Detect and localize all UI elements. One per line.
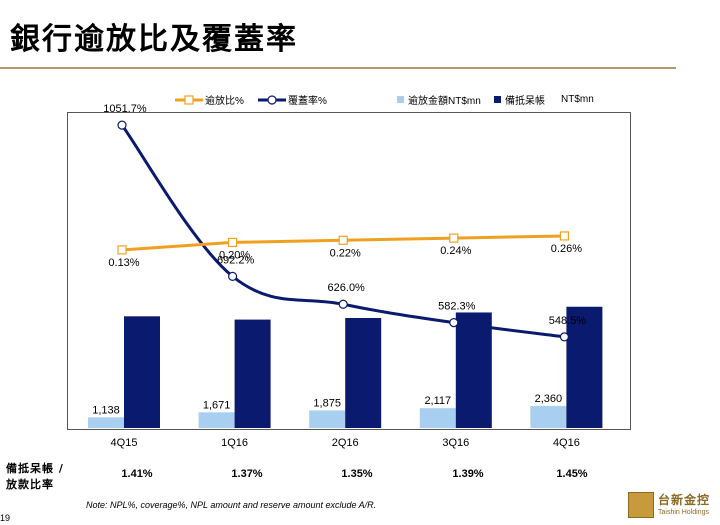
legend-coverage-marker (258, 94, 286, 105)
legend-reserve-swatch (494, 96, 501, 103)
logo-name: 台新金控 (658, 493, 711, 507)
point-coverage-3Q16 (449, 318, 459, 328)
bar-reserve-1Q16 (234, 319, 271, 428)
ratio-value-4q15: 1.41% (121, 468, 153, 480)
data-label-coverage-4Q15: 1051.7% (103, 103, 147, 115)
logo-mark-icon (628, 492, 654, 518)
data-label-npl-ratio-4Q16: 0.26% (551, 243, 582, 255)
data-label-npl-ratio-2Q16: 0.22% (330, 247, 361, 259)
point-npl-ratio-4Q15 (117, 245, 127, 255)
legend-coverage-label: 覆蓋率% (288, 96, 327, 107)
point-npl-ratio-1Q16 (228, 237, 238, 247)
footnote: Note: NPL%, coverage%, NPL amount and re… (86, 500, 377, 510)
x-tick-label-4Q15: 4Q15 (111, 437, 138, 449)
legend-reserve-unit: NT$mn (561, 94, 594, 105)
point-npl-ratio-2Q16 (338, 235, 348, 245)
legend-npl-amount: 逾放金額NT$mn (397, 92, 481, 107)
point-coverage-4Q16 (559, 332, 570, 342)
bar-npl-amount-1Q16 (198, 412, 235, 428)
legend-reserve: 備抵呆帳 NT$mn (494, 92, 594, 107)
ratio-value-1q16: 1.37% (231, 468, 263, 480)
x-tick-label-2Q16: 2Q16 (332, 437, 359, 449)
bar-npl-amount-4Q16 (530, 405, 567, 428)
legend-npl-amount-swatch (397, 96, 404, 103)
x-tick-label-1Q16: 1Q16 (221, 437, 248, 449)
bar-label-npl-amount-4Q16: 2,360 (535, 393, 563, 405)
plot-area (67, 112, 631, 430)
ratio-value-2q16: 1.35% (341, 468, 373, 480)
point-coverage-2Q16 (338, 299, 348, 309)
bar-label-npl-amount-2Q16: 1,875 (313, 397, 341, 409)
data-label-coverage-3Q16: 582.3% (438, 301, 476, 313)
legend-npl-ratio-label: 逾放比% (205, 96, 244, 107)
bar-label-npl-amount-1Q16: 1,671 (203, 399, 231, 411)
data-label-npl-ratio-1Q16: 0.20% (219, 249, 250, 261)
bar-npl-amount-4Q15 (88, 417, 124, 428)
legend-npl-ratio: 逾放比% (175, 92, 244, 107)
ratio-row-label-line2: 放款比率 (6, 478, 54, 491)
line-coverage (120, 124, 565, 339)
legend-npl-amount-label: 逾放金額NT$mn (408, 96, 481, 107)
ratio-value-3q16: 1.39% (452, 468, 484, 480)
ratio-row-label-line1: 備抵呆帳 / (6, 462, 64, 475)
data-label-coverage-4Q16: 548.5% (549, 315, 587, 327)
page-number: 19 (0, 513, 11, 523)
page-title: 銀行逾放比及覆蓋率 (10, 22, 298, 57)
logo-subtitle: Taishin Holdings (658, 509, 709, 516)
data-label-npl-ratio-3Q16: 0.24% (440, 245, 471, 257)
bar-reserve-4Q15 (124, 316, 160, 428)
data-label-coverage-2Q16: 626.0% (328, 282, 366, 294)
point-npl-ratio-3Q16 (449, 233, 459, 243)
company-logo: 台新金控 Taishin Holdings (628, 490, 716, 522)
data-label-coverage-1Q16: 692.2% (217, 254, 255, 266)
bar-label-npl-amount-3Q16: 2,117 (424, 395, 451, 407)
ratio-value-4q16: 1.45% (556, 468, 588, 480)
legend-coverage: 覆蓋率% (258, 92, 327, 107)
point-coverage-1Q16 (228, 271, 238, 281)
bar-label-npl-amount-4Q15: 1,138 (92, 404, 120, 416)
data-label-npl-ratio-4Q15: 0.13% (108, 257, 139, 269)
point-npl-ratio-4Q16 (559, 231, 570, 241)
bar-reserve-4Q16 (566, 306, 603, 428)
bar-reserve-3Q16 (455, 312, 492, 428)
legend-reserve-label: 備抵呆帳 (505, 96, 545, 107)
bar-reserve-2Q16 (345, 317, 382, 428)
title-rule (0, 67, 676, 69)
point-coverage-4Q15 (117, 120, 127, 130)
bar-npl-amount-2Q16 (309, 410, 346, 428)
x-tick-label-3Q16: 3Q16 (442, 437, 469, 449)
bar-npl-amount-3Q16 (419, 408, 456, 428)
x-tick-label-4Q16: 4Q16 (553, 437, 580, 449)
legend-npl-ratio-marker (175, 94, 203, 105)
